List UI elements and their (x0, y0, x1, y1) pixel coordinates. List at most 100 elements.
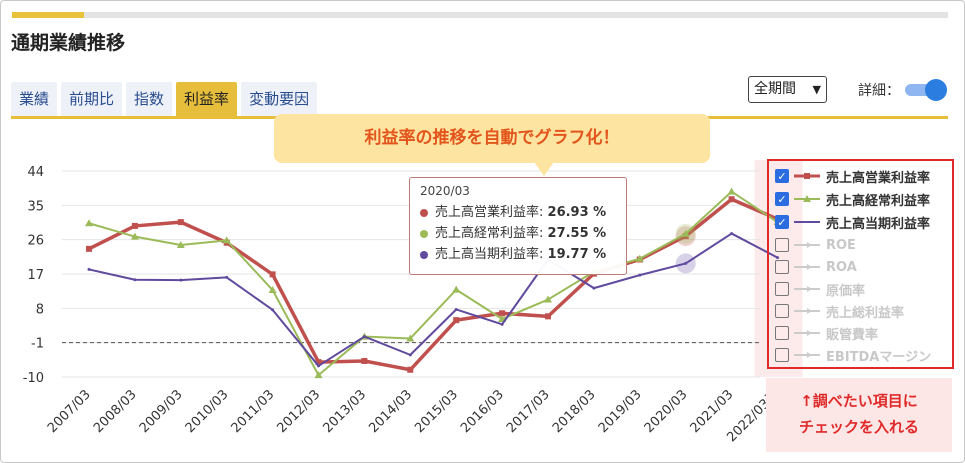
tooltip-row: 売上高営業利益率: 26.93 % (420, 202, 616, 223)
data-point (638, 273, 642, 277)
y-tick-label: 17 (27, 268, 44, 283)
y-tick-label: 35 (27, 199, 44, 214)
data-point (131, 222, 138, 229)
checkbox-checked-icon[interactable]: ✓ (775, 192, 789, 206)
chart-tooltip: 2020/03 売上高営業利益率: 26.93 % 売上高経常利益率: 27.5… (409, 177, 627, 275)
instruction-note: ↑調べたい項目に チェックを入れる (766, 378, 952, 452)
checkbox-checked-icon[interactable]: ✓ (775, 169, 789, 183)
legend-item-net-margin[interactable]: ✓ 売上高当期利益率 (775, 212, 930, 232)
data-point (269, 271, 276, 278)
legend-line-swatch (793, 327, 821, 339)
data-point (684, 261, 688, 265)
period-select-value: 全期間 (754, 81, 796, 97)
checkbox-unchecked-icon[interactable] (775, 304, 789, 318)
legend-label: 販管費率 (826, 327, 879, 343)
data-point (452, 285, 461, 293)
data-point (407, 366, 414, 373)
page-title: 通期業績推移 (11, 32, 126, 54)
detail-toggle[interactable] (905, 79, 947, 101)
note-line-1: ↑調べたい項目に (800, 392, 918, 410)
legend-line-swatch (793, 305, 821, 317)
data-point (776, 256, 779, 260)
y-tick-label: 44 (27, 165, 44, 180)
tab-results[interactable]: 業績 (11, 82, 58, 116)
tab-change-factors[interactable]: 変動要因 (241, 82, 318, 116)
x-tick-label: 2012/03 (275, 387, 324, 436)
period-select[interactable]: 全期間 ▼ (748, 76, 827, 103)
legend-item-roa[interactable]: ROA (775, 257, 857, 277)
top-progress-accent (12, 12, 84, 18)
tab-margin[interactable]: 利益率 (176, 82, 238, 116)
tooltip-row-value: 27.55 % (547, 226, 607, 241)
data-point (268, 286, 277, 294)
series-line (88, 232, 778, 367)
x-tick-label: 2015/03 (412, 387, 461, 436)
checkbox-unchecked-icon[interactable] (775, 260, 789, 274)
top-progress-bar (12, 12, 948, 18)
y-tick-label: -1 (31, 337, 44, 352)
data-point (177, 219, 184, 226)
data-point (85, 219, 93, 227)
legend-label: ROE (826, 237, 856, 253)
legend-item-ordinary-margin[interactable]: ✓ 売上高経常利益率 (775, 189, 930, 209)
data-point (635, 254, 644, 262)
y-tick-label: 26 (27, 234, 44, 249)
tab-bar: 業績 前期比 指数 利益率 変動要因 (11, 82, 318, 116)
data-point (176, 241, 185, 249)
tab-yoy[interactable]: 前期比 (61, 82, 123, 116)
data-point (271, 308, 275, 312)
data-point (130, 232, 139, 240)
legend-item-cost-ratio[interactable]: 原価率 (775, 279, 865, 299)
data-point (362, 335, 366, 339)
data-point (500, 322, 504, 326)
x-tick-label: 2008/03 (91, 387, 140, 436)
checkbox-checked-icon[interactable]: ✓ (775, 215, 789, 229)
legend-item-gross-margin[interactable]: 売上総利益率 (775, 301, 904, 321)
data-point (454, 307, 458, 311)
data-point (499, 310, 506, 317)
callout-tail (534, 162, 554, 176)
chevron-down-icon: ▼ (812, 83, 821, 96)
series-legend: ✓ 売上高営業利益率 ✓ 売上高経常利益率 ✓ 売上高当期利益率 ROE ROA… (767, 159, 954, 369)
tooltip-title: 2020/03 (420, 184, 470, 198)
data-point (727, 187, 736, 195)
data-point (225, 275, 229, 279)
data-point (87, 267, 91, 271)
legend-item-operating-margin[interactable]: ✓ 売上高営業利益率 (775, 166, 930, 186)
checkbox-unchecked-icon[interactable] (775, 238, 789, 252)
y-tick-label: 8 (36, 302, 44, 317)
checkbox-unchecked-icon[interactable] (775, 282, 789, 296)
tooltip-row-value: 19.77 % (547, 247, 607, 262)
data-point (317, 364, 320, 368)
data-point (315, 359, 322, 366)
x-tick-label: 2007/03 (45, 387, 94, 436)
legend-line-swatch (793, 349, 821, 361)
series-dot (420, 229, 428, 238)
legend-line-swatch (793, 193, 821, 205)
toggle-knob (925, 79, 947, 101)
legend-line-swatch (793, 216, 821, 228)
data-point (545, 313, 551, 320)
legend-label: 売上高経常利益率 (826, 193, 931, 209)
data-point (681, 229, 690, 237)
x-tick-label: 2018/03 (550, 387, 599, 436)
legend-line-swatch (793, 239, 821, 251)
tab-index[interactable]: 指数 (126, 82, 173, 116)
x-tick-label: 2014/03 (366, 387, 415, 436)
legend-label: 売上高営業利益率 (826, 170, 931, 186)
x-tick-label: 2016/03 (458, 387, 507, 436)
data-point (133, 278, 137, 282)
tooltip-row-label: 売上高営業利益率: (435, 205, 544, 220)
x-tick-label: 2013/03 (320, 387, 369, 436)
legend-item-roe[interactable]: ROE (775, 235, 856, 255)
x-tick-label: 2020/03 (642, 387, 691, 436)
checkbox-unchecked-icon[interactable] (775, 326, 789, 340)
checkbox-unchecked-icon[interactable] (775, 348, 789, 362)
series-dot (420, 250, 428, 259)
data-point (222, 236, 231, 244)
tooltip-row: 売上高当期利益率: 19.77 % (420, 244, 616, 265)
tooltip-row-label: 売上高当期利益率: (435, 247, 544, 262)
series-line (88, 190, 779, 377)
legend-item-ebitda-margin[interactable]: EBITDAマージン (775, 345, 931, 365)
legend-item-sga-ratio[interactable]: 販管費率 (775, 323, 878, 343)
